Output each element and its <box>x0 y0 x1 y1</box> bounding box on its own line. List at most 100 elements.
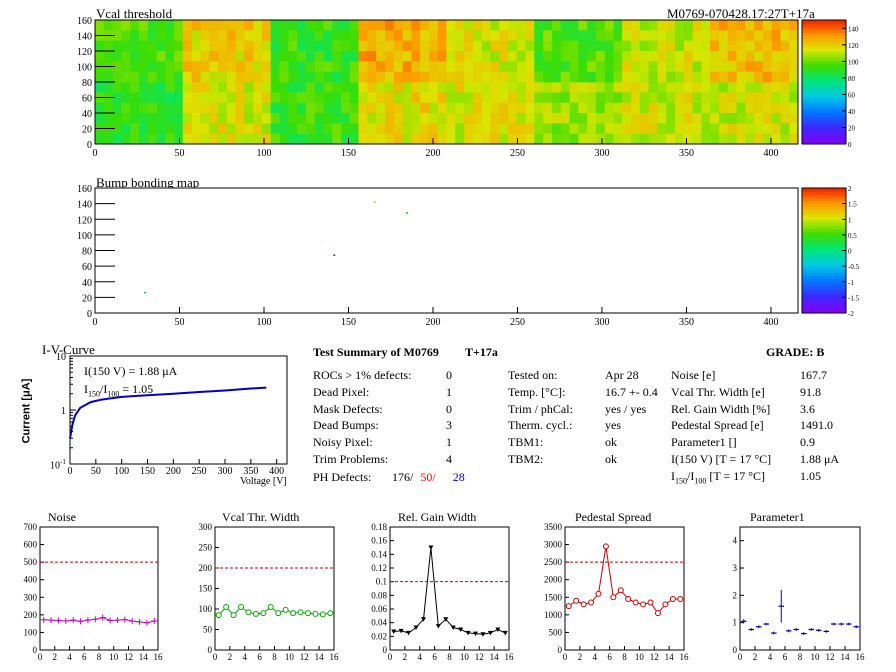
vcal-pixel-block <box>218 92 228 104</box>
vcal-colorbar-band <box>802 140 846 145</box>
vcal-pixel-block <box>569 51 579 62</box>
small-plot-marker <box>267 603 274 610</box>
vcal-pixel-block <box>261 123 272 135</box>
vcal-pixel-block <box>174 113 184 124</box>
vcal-pixel-block <box>499 61 509 73</box>
vcal-pixel-block <box>771 92 781 104</box>
vcal-pixel-block <box>218 102 228 114</box>
vcal-pixel-block <box>420 82 430 93</box>
vcal-x-tick-label: 150 <box>341 148 356 159</box>
vcal-pixel-block <box>622 113 632 124</box>
small-plot-x-tick-label: 14 <box>490 652 500 662</box>
vcal-pixel-block <box>745 20 755 31</box>
vcal-pixel-block <box>112 71 122 83</box>
vcal-pixel-block <box>112 40 122 52</box>
vcal-pixel-block <box>762 51 773 62</box>
bump-colorbar-band <box>802 275 846 280</box>
vcal-pixel-block <box>244 82 254 93</box>
vcal-pixel-block <box>666 92 676 104</box>
vcal-pixel-block <box>631 113 641 124</box>
vcal-pixel-block <box>666 123 676 135</box>
vcal-pixel-block <box>209 71 219 83</box>
small-plot-y-tick-label: 300 <box>199 522 213 532</box>
vcal-pixel-block <box>648 92 658 104</box>
vcal-pixel-block <box>595 123 606 135</box>
small-plot-marker <box>282 606 289 613</box>
vcal-pixel-block <box>710 40 720 52</box>
vcal-pixel-block <box>692 20 702 31</box>
summary-left-value: 3 <box>446 418 452 433</box>
vcal-pixel-block <box>472 40 483 52</box>
vcal-pixel-block <box>648 102 658 114</box>
bump-colorbar-band <box>802 228 846 233</box>
vcal-pixel-block <box>525 82 535 93</box>
vcal-pixel-block <box>261 20 272 31</box>
ph-defects-value-0: 176/ <box>392 470 414 484</box>
vcal-pixel-block <box>631 61 641 73</box>
vcal-colorbar-tick-label: 60 <box>848 91 856 99</box>
small-plot-y-tick-label: 0.16 <box>371 536 387 546</box>
vcal-pixel-block <box>789 102 799 114</box>
small-plot-marker <box>435 624 441 629</box>
bump-y-tick-label: 60 <box>82 262 92 273</box>
vcal-pixel-block <box>587 92 597 104</box>
vcal-pixel-block <box>516 123 527 135</box>
small-plot-marker <box>625 596 632 603</box>
vcal-pixel-block <box>508 133 518 145</box>
vcal-pixel-block <box>393 40 404 52</box>
vcal-pixel-block <box>622 20 632 31</box>
vcal-pixel-block <box>455 133 465 145</box>
vcal-pixel-block <box>472 92 483 104</box>
vcal-y-tick-label: 20 <box>82 125 92 136</box>
vcal-pixel-block <box>762 133 773 145</box>
small-plot-marker <box>588 599 595 606</box>
vcal-pixel-block <box>384 30 395 42</box>
summary-right-value: 91.8 <box>800 384 821 399</box>
vcal-pixel-block <box>762 61 773 73</box>
vcal-colorbar-band <box>802 82 846 86</box>
vcal-pixel-block <box>639 20 650 31</box>
vcal-pixel-block <box>130 71 140 83</box>
small-plot-x-tick-label: 4 <box>243 652 248 662</box>
vcal-pixel-block <box>226 40 237 52</box>
small-plot-y-tick-label: 0 <box>558 645 563 655</box>
vcal-pixel-block <box>648 20 658 31</box>
vcal-pixel-block <box>358 71 368 83</box>
vcal-pixel-block <box>367 61 377 73</box>
vcal-pixel-block <box>420 113 430 124</box>
vcal-pixel-block <box>305 40 316 52</box>
vcal-pixel-block <box>780 20 790 31</box>
vcal-pixel-block <box>455 30 465 42</box>
vcal-x-tick-label: 400 <box>763 148 778 159</box>
vcal-pixel-block <box>191 30 201 42</box>
small-plot-marker <box>290 610 297 617</box>
vcal-pixel-block <box>446 61 456 73</box>
ratio-row-label: I150/I100 [T = 17 °C] <box>671 469 765 485</box>
small-plot-y-tick-label: 3 <box>733 563 738 573</box>
vcal-pixel-block <box>305 51 316 62</box>
vcal-pixel-block <box>569 92 579 104</box>
vcal-pixel-block <box>191 51 201 62</box>
vcal-pixel-block <box>525 133 535 145</box>
vcal-pixel-block <box>112 51 122 62</box>
vcal-pixel-block <box>297 51 307 62</box>
vcal-pixel-block <box>710 92 720 104</box>
vcal-threshold-heatmap: 0 50 100 150 200 250 300 350 4000204060801001201… <box>77 16 859 159</box>
vcal-pixel-block <box>226 123 237 135</box>
vcal-pixel-block <box>314 92 324 104</box>
vcal-pixel-block <box>718 133 729 145</box>
bump-y-tick-label: 20 <box>82 293 92 304</box>
bump-colorbar-tick-label: -2 <box>848 310 854 318</box>
vcal-pixel-block <box>314 51 324 62</box>
vcal-pixel-block <box>710 133 720 145</box>
vcal-pixel-block <box>639 40 650 52</box>
vcal-pixel-block <box>314 113 324 124</box>
vcal-pixel-block <box>349 82 360 93</box>
vcal-pixel-block <box>165 113 175 124</box>
vcal-pixel-block <box>736 123 746 135</box>
vcal-pixel-block <box>323 82 333 93</box>
vcal-pixel-block <box>138 51 149 62</box>
vcal-pixel-block <box>754 82 764 93</box>
vcal-pixel-block <box>789 51 799 62</box>
vcal-pixel-block <box>332 123 342 135</box>
